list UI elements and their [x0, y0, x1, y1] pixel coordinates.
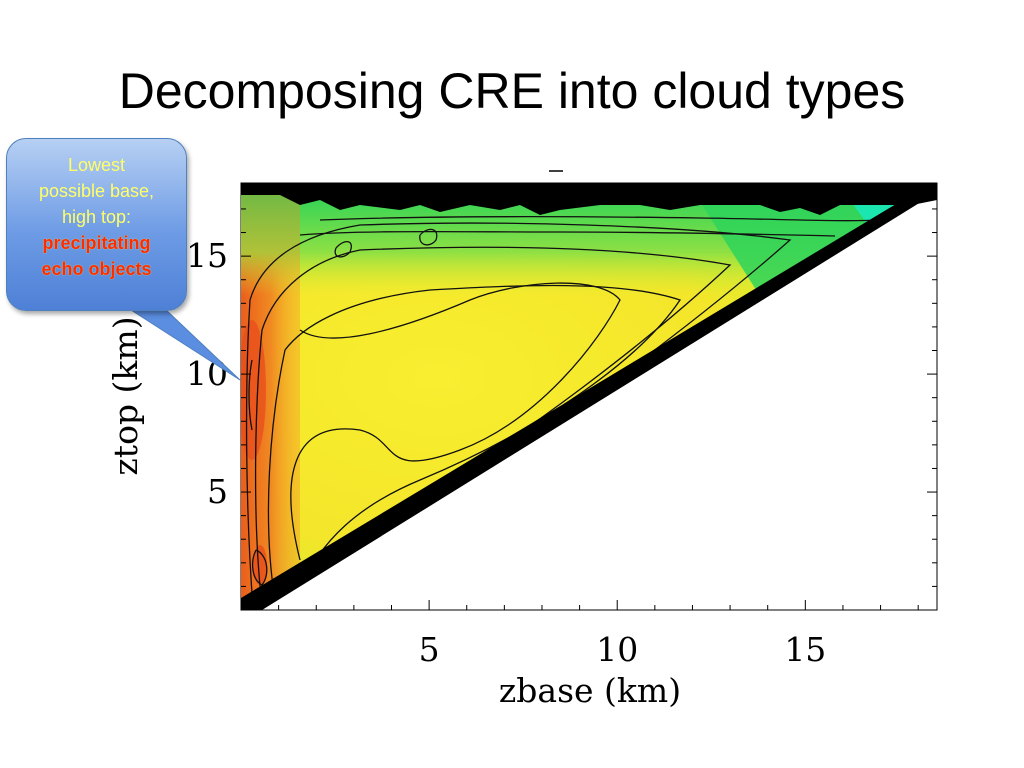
x-tick-label: 10: [596, 630, 638, 669]
y-tick-label: 10: [186, 354, 228, 393]
x-tick-label: 15: [784, 630, 826, 669]
callout-box: Lowest possible base, high top: precipit…: [6, 138, 187, 311]
x-axis: 5 10 15: [278, 183, 919, 669]
x-axis-label: zbase (km): [499, 671, 681, 710]
callout-line-5: echo objects: [41, 259, 152, 279]
data-boundary-mask: [241, 183, 937, 610]
y-axis-label: ztop (km): [106, 316, 145, 475]
callout-line-3: high top:: [61, 207, 132, 227]
callout-line-2: possible base,: [38, 181, 155, 201]
callout-line-1: Lowest: [67, 155, 126, 175]
y-tick-label: 15: [186, 236, 228, 275]
slide-title: Decomposing CRE into cloud types: [118, 63, 906, 119]
callout-line-4: precipitating: [42, 233, 151, 253]
x-tick-label: 5: [419, 630, 440, 669]
y-tick-label: 5: [207, 472, 228, 511]
